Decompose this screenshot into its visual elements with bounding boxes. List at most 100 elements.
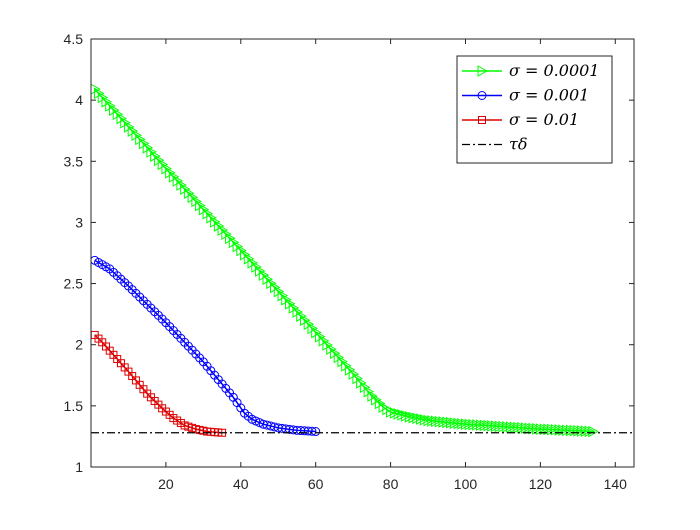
data-point bbox=[326, 343, 337, 355]
data-point bbox=[498, 420, 509, 433]
data-point bbox=[438, 416, 450, 428]
x-tick-label: 80 bbox=[383, 476, 399, 492]
data-point bbox=[517, 422, 528, 434]
y-tick-label: 3.5 bbox=[64, 153, 84, 169]
data-point bbox=[168, 170, 180, 183]
data-point bbox=[172, 175, 184, 187]
data-point bbox=[240, 248, 251, 261]
data-point bbox=[371, 393, 382, 406]
data-point bbox=[490, 420, 502, 433]
legend-label: σ = 0.01 bbox=[509, 110, 579, 129]
data-point bbox=[520, 422, 532, 434]
data-point bbox=[322, 339, 333, 351]
legend-item: σ = 0.001 bbox=[462, 86, 589, 105]
y-tick-label: 3 bbox=[75, 214, 83, 230]
data-point bbox=[333, 351, 345, 364]
data-point bbox=[187, 191, 199, 204]
data-point bbox=[457, 417, 468, 430]
data-point bbox=[337, 355, 348, 368]
legend-marker bbox=[477, 91, 487, 100]
data-point bbox=[483, 419, 494, 432]
data-point bbox=[528, 422, 539, 435]
data-point bbox=[236, 244, 247, 257]
series-0 bbox=[91, 83, 599, 438]
legend: σ = 0.0001 σ = 0.001 σ = 0.01 τδ bbox=[456, 55, 613, 164]
legend-label: σ = 0.001 bbox=[509, 86, 589, 105]
data-point bbox=[135, 133, 146, 146]
y-tick-label: 2.5 bbox=[64, 276, 84, 292]
data-point bbox=[284, 297, 296, 310]
x-tick-label: 140 bbox=[604, 476, 628, 492]
data-point bbox=[123, 120, 135, 133]
x-tick-label: 40 bbox=[233, 476, 249, 492]
data-point bbox=[269, 281, 281, 294]
data-point bbox=[584, 425, 596, 438]
data-point bbox=[142, 141, 154, 154]
y-tick-label: 2 bbox=[75, 337, 83, 353]
data-point bbox=[258, 269, 270, 281]
data-point bbox=[359, 381, 371, 394]
data-point bbox=[101, 95, 113, 108]
legend-label: σ = 0.0001 bbox=[509, 61, 599, 80]
data-point bbox=[367, 390, 378, 402]
legend-item: τδ bbox=[462, 135, 527, 154]
data-point bbox=[296, 310, 307, 322]
data-point bbox=[341, 359, 352, 372]
data-point bbox=[329, 347, 341, 360]
data-point bbox=[146, 146, 157, 158]
data-point bbox=[303, 318, 315, 331]
data-point bbox=[213, 220, 225, 232]
data-point bbox=[464, 418, 476, 431]
data-point bbox=[535, 423, 547, 435]
data-point bbox=[547, 423, 558, 436]
data-point bbox=[157, 158, 169, 171]
data-point bbox=[247, 256, 259, 269]
x-tick-label: 60 bbox=[308, 476, 324, 492]
data-point bbox=[277, 289, 289, 302]
data-point bbox=[165, 166, 176, 179]
data-point bbox=[153, 154, 165, 167]
data-point bbox=[408, 411, 420, 424]
data-point bbox=[442, 416, 453, 429]
data-point bbox=[176, 179, 187, 191]
y-tick-label: 4 bbox=[75, 92, 83, 108]
data-point bbox=[243, 252, 255, 265]
data-point bbox=[386, 406, 397, 418]
data-point bbox=[180, 183, 191, 195]
data-point bbox=[532, 422, 543, 435]
data-point bbox=[389, 407, 401, 419]
x-tick-label: 100 bbox=[454, 476, 478, 492]
data-point bbox=[292, 306, 303, 318]
series-1 bbox=[91, 255, 321, 437]
data-point bbox=[449, 417, 461, 429]
data-point bbox=[161, 162, 172, 175]
data-point bbox=[217, 224, 229, 236]
data-point bbox=[404, 411, 416, 423]
data-point bbox=[266, 277, 277, 290]
data-point bbox=[453, 417, 465, 430]
data-point bbox=[318, 334, 330, 347]
data-point bbox=[416, 413, 427, 425]
data-point bbox=[202, 207, 214, 220]
data-point bbox=[577, 425, 588, 437]
data-point bbox=[273, 285, 285, 298]
data-point bbox=[183, 187, 195, 200]
data-point bbox=[112, 108, 124, 121]
data-point bbox=[307, 322, 318, 335]
y-tick-label: 1.5 bbox=[64, 398, 84, 414]
data-point bbox=[307, 426, 317, 436]
data-point bbox=[363, 385, 375, 398]
data-point bbox=[299, 314, 311, 327]
data-point bbox=[412, 412, 423, 425]
data-point bbox=[393, 408, 405, 420]
legend-marker bbox=[478, 116, 486, 124]
data-point bbox=[513, 421, 524, 434]
data-point bbox=[228, 236, 240, 249]
data-point bbox=[419, 413, 431, 426]
data-point bbox=[427, 415, 438, 427]
data-point bbox=[374, 397, 386, 410]
legend-item: σ = 0.01 bbox=[462, 110, 579, 129]
data-point bbox=[198, 203, 210, 216]
data-point bbox=[487, 420, 498, 432]
